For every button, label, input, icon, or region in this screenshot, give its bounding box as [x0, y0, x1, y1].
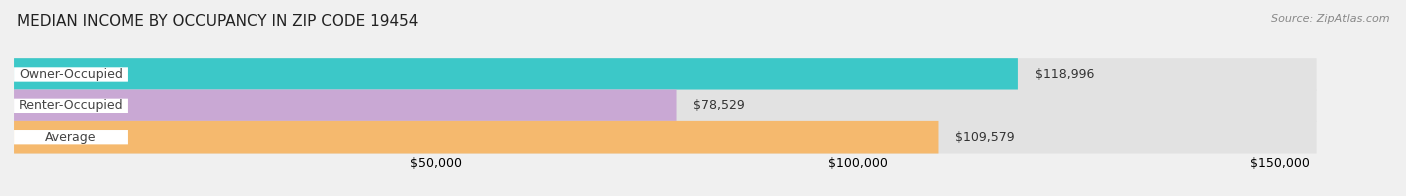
FancyBboxPatch shape	[14, 58, 1316, 91]
Text: Source: ZipAtlas.com: Source: ZipAtlas.com	[1271, 14, 1389, 24]
FancyBboxPatch shape	[14, 67, 128, 82]
FancyBboxPatch shape	[14, 99, 128, 113]
Text: $78,529: $78,529	[693, 99, 745, 112]
FancyBboxPatch shape	[14, 58, 1018, 91]
FancyBboxPatch shape	[14, 90, 676, 122]
FancyBboxPatch shape	[14, 90, 1316, 122]
Text: Renter-Occupied: Renter-Occupied	[18, 99, 124, 112]
FancyBboxPatch shape	[14, 121, 1316, 153]
Text: $109,579: $109,579	[955, 131, 1015, 144]
Text: $118,996: $118,996	[1035, 68, 1094, 81]
FancyBboxPatch shape	[14, 130, 128, 144]
FancyBboxPatch shape	[14, 121, 938, 153]
Text: Average: Average	[45, 131, 97, 144]
Text: Owner-Occupied: Owner-Occupied	[20, 68, 122, 81]
Text: MEDIAN INCOME BY OCCUPANCY IN ZIP CODE 19454: MEDIAN INCOME BY OCCUPANCY IN ZIP CODE 1…	[17, 14, 418, 29]
